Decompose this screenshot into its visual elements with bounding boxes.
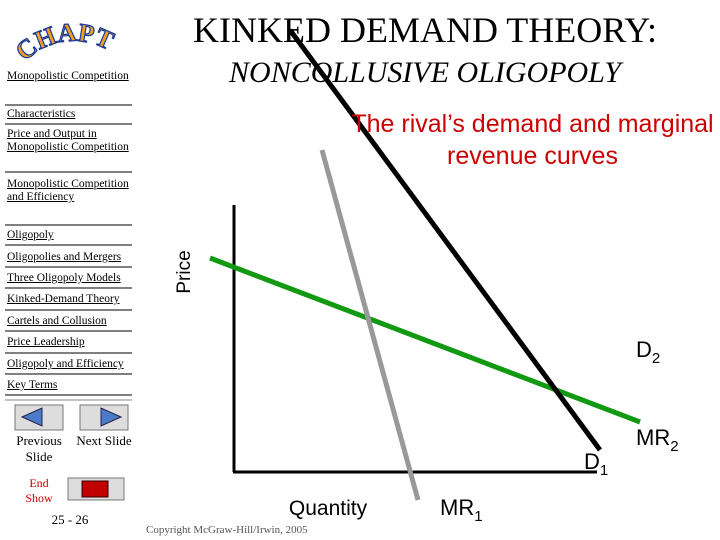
x-axis-label: Quantity: [289, 497, 368, 520]
d1-label: D1: [584, 449, 608, 479]
logo-text: CHAPTER: [0, 0, 119, 67]
page-number: 25 - 26: [51, 512, 89, 527]
end-label[interactable]: End Show: [25, 476, 53, 505]
d1-curve: [287, 28, 603, 452]
sidebar-link[interactable]: Three Oligopoly Models: [7, 272, 121, 284]
d2-curve: [209, 255, 641, 425]
end-button[interactable]: [67, 477, 125, 501]
title: KINKED DEMAND THEORY:: [193, 10, 657, 50]
prev-label[interactable]: Previous Slide: [16, 433, 62, 464]
mr1-curve: [319, 149, 421, 501]
next-label[interactable]: Next Slide: [76, 433, 132, 448]
sidebar-link[interactable]: Monopolistic Competition: [7, 70, 129, 82]
sidebar-link[interactable]: Oligopoly: [7, 229, 54, 241]
sidebar-link[interactable]: Price and Output in Monopolistic Competi…: [7, 128, 129, 153]
prev-button[interactable]: [14, 404, 64, 431]
mr2-label: MR2: [636, 425, 679, 455]
sidebar-lines: [5, 104, 132, 396]
sidebar-link[interactable]: Monopolistic Competition and Efficiency: [7, 178, 129, 203]
sidebar-link[interactable]: Characteristics: [7, 108, 76, 120]
copyright: Copyright McGraw-Hill/Irwin, 2005: [146, 524, 308, 536]
caption: The rival’s demand and marginal revenue …: [351, 110, 714, 170]
sidebar-link[interactable]: Kinked-Demand Theory: [7, 293, 120, 305]
mr1-label: MR1: [440, 495, 483, 525]
sidebar-link[interactable]: Oligopoly and Efficiency: [7, 358, 124, 370]
y-axis-label: Price: [174, 250, 195, 293]
sidebar-link[interactable]: Key Terms: [7, 379, 58, 391]
subtitle: NONCOLLUSIVE OLIGOPOLY: [228, 56, 624, 89]
sidebar-link[interactable]: Price Leadership: [7, 336, 85, 348]
d2-label: D2: [636, 337, 660, 367]
sidebar-link[interactable]: Cartels and Collusion: [7, 315, 107, 327]
logo: CHAPTER: [0, 0, 118, 66]
sidebar-link[interactable]: Oligopolies and Mergers: [7, 251, 122, 263]
next-button[interactable]: [79, 404, 129, 431]
